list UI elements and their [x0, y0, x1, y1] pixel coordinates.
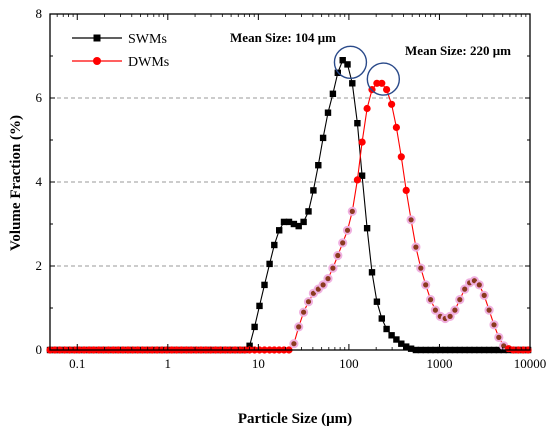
data-point	[479, 290, 489, 300]
y-tick-label: 4	[36, 174, 43, 189]
data-point	[358, 172, 366, 179]
data-point	[285, 218, 293, 226]
y-tick-label: 2	[36, 258, 43, 273]
data-point	[354, 120, 361, 127]
data-point	[251, 323, 258, 331]
data-point	[397, 153, 405, 161]
data-point	[368, 269, 376, 276]
series-dwms	[46, 79, 532, 354]
data-point	[474, 280, 484, 290]
data-point	[353, 176, 361, 184]
data-point	[383, 325, 390, 333]
annotation-layer: Mean Size: 104 μm Mean Size: 220 μm	[230, 30, 511, 96]
legend-label-swms: SWMs	[128, 32, 167, 47]
x-tick-label: 1	[165, 356, 172, 371]
data-point	[323, 274, 333, 284]
x-tick-label: 10000	[514, 356, 547, 371]
data-point	[358, 138, 366, 146]
data-point	[445, 311, 455, 321]
data-point	[388, 100, 396, 108]
data-point	[398, 340, 405, 347]
data-point	[266, 260, 273, 268]
data-point	[256, 302, 263, 310]
ticks-layer: 0 2 4 6 8 0.1 1 10 100 1000 10000	[36, 6, 547, 371]
data-point	[299, 307, 309, 317]
data-point	[450, 305, 460, 315]
annotation-mean-size-dwms: Mean Size: 220 μm	[405, 43, 511, 58]
series-layer	[46, 57, 532, 354]
y-tick-label: 8	[36, 6, 43, 21]
x-tick-label: 0.1	[69, 356, 85, 371]
data-point	[378, 79, 386, 87]
data-point	[373, 298, 381, 305]
peak-highlight-circle	[366, 62, 401, 96]
data-point	[489, 320, 499, 330]
data-point	[460, 284, 470, 294]
x-tick-label: 1000	[426, 356, 452, 371]
data-point	[363, 104, 371, 113]
data-point	[455, 295, 465, 305]
grid-layer	[50, 97, 530, 267]
data-point	[347, 206, 357, 216]
data-point	[403, 343, 410, 350]
data-point	[333, 250, 343, 261]
data-point	[338, 238, 348, 248]
data-point	[295, 222, 302, 230]
data-point	[426, 295, 436, 305]
data-point	[421, 280, 431, 290]
data-point	[324, 109, 332, 116]
annotation-mean-size-swms: Mean Size: 104 μm	[230, 30, 336, 45]
data-point	[416, 263, 426, 273]
data-point	[494, 332, 504, 342]
data-point	[261, 281, 268, 289]
data-point	[363, 225, 371, 232]
data-point	[406, 215, 416, 225]
data-point	[294, 322, 304, 332]
data-point	[276, 227, 283, 234]
data-point	[305, 208, 312, 215]
legend-label-dwms: DWMs	[128, 55, 169, 70]
data-point	[344, 61, 351, 68]
legend-marker-square	[93, 34, 101, 42]
data-point	[329, 90, 337, 97]
data-point	[318, 280, 328, 290]
y-axis-title: Volume Fraction (%)	[8, 115, 24, 251]
data-point	[388, 332, 395, 339]
peak-highlight-circle	[333, 45, 368, 79]
data-point	[271, 241, 278, 249]
data-point	[280, 218, 288, 226]
data-point	[430, 305, 440, 315]
y-tick-label: 6	[36, 90, 43, 105]
data-point	[339, 57, 346, 64]
data-point	[411, 242, 421, 252]
data-point	[402, 186, 410, 194]
data-point	[407, 345, 415, 352]
data-point	[290, 220, 298, 228]
x-axis-title: Particle Size (μm)	[238, 411, 352, 427]
data-point	[246, 342, 253, 349]
legend-marker-circle	[93, 57, 101, 65]
data-point	[319, 134, 327, 142]
data-point	[342, 225, 353, 235]
y-tick-label: 0	[36, 342, 43, 357]
data-point	[484, 305, 494, 315]
data-point	[289, 339, 299, 349]
data-point	[315, 162, 322, 169]
x-tick-label: 100	[339, 356, 359, 371]
data-point	[392, 123, 400, 131]
x-tick-label: 10	[252, 356, 265, 371]
data-point	[378, 315, 385, 322]
data-point	[349, 80, 356, 87]
data-point	[303, 297, 314, 307]
data-point	[310, 187, 317, 194]
data-point	[383, 86, 391, 94]
data-point	[300, 218, 307, 226]
legend: SWMs DWMs	[72, 32, 169, 70]
data-point	[328, 263, 338, 273]
data-point	[393, 336, 400, 343]
